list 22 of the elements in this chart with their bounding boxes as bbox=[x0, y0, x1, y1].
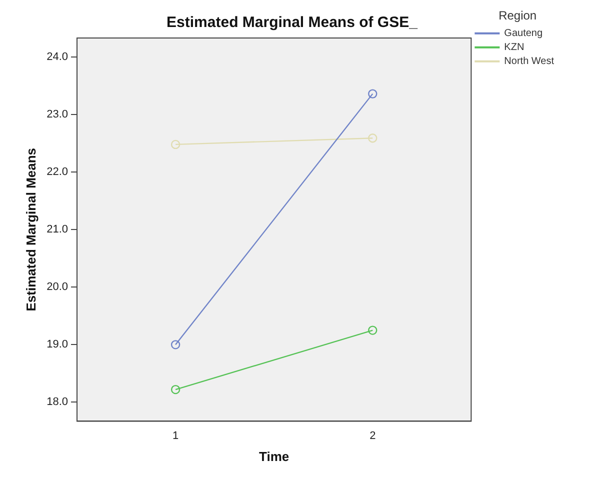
y-axis-title: Estimated Marginal Means bbox=[23, 148, 38, 312]
y-tick-label: 19.0 bbox=[46, 338, 68, 351]
point bbox=[170, 340, 180, 350]
legend-label: KZN bbox=[504, 42, 524, 54]
point bbox=[368, 89, 378, 98]
y-tick-label: 24.0 bbox=[46, 51, 68, 64]
x-axis-title: Time bbox=[259, 448, 290, 464]
x-tick-label: 1 bbox=[172, 430, 179, 442]
point bbox=[170, 384, 180, 394]
y-tick-label: 20.0 bbox=[46, 281, 68, 294]
y-tick-label: 23.0 bbox=[46, 108, 68, 121]
x-tick-label: 2 bbox=[370, 430, 376, 442]
y-tick-label: 22.0 bbox=[46, 166, 68, 178]
legend-label: North West bbox=[504, 56, 554, 68]
point bbox=[170, 140, 180, 150]
legend-label: Gauteng bbox=[504, 28, 543, 40]
y-tick-label: 18.0 bbox=[46, 396, 68, 408]
y-tick-label: 21.0 bbox=[46, 224, 68, 236]
point bbox=[368, 134, 378, 143]
legend-title: Region bbox=[498, 8, 537, 22]
chart-title: Estimated Marginal Means of GSE_ bbox=[166, 14, 418, 32]
point bbox=[368, 326, 378, 335]
